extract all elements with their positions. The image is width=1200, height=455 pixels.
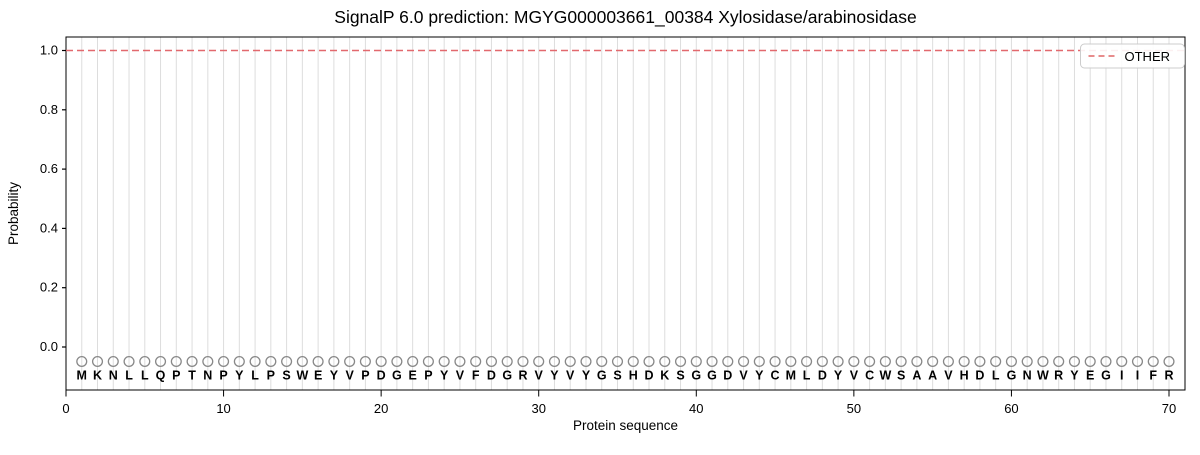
svg-text:0.2: 0.2 [40,280,58,295]
svg-text:V: V [944,369,953,383]
svg-text:OTHER: OTHER [1125,49,1171,64]
svg-text:30: 30 [531,401,545,416]
svg-text:P: P [424,369,432,383]
svg-text:Q: Q [156,369,166,383]
svg-text:N: N [1023,369,1032,383]
svg-text:K: K [660,369,669,383]
svg-text:Y: Y [582,369,591,383]
svg-text:K: K [93,369,102,383]
svg-text:70: 70 [1162,401,1176,416]
svg-text:20: 20 [374,401,388,416]
svg-text:50: 50 [847,401,861,416]
svg-text:D: D [487,369,496,383]
svg-text:F: F [1149,369,1157,383]
svg-text:D: D [644,369,653,383]
svg-text:Y: Y [235,369,244,383]
svg-text:Y: Y [550,369,559,383]
svg-text:D: D [377,369,386,383]
svg-text:F: F [472,369,480,383]
svg-text:M: M [786,369,796,383]
svg-text:R: R [518,369,527,383]
svg-text:R: R [1054,369,1063,383]
svg-text:G: G [1101,369,1111,383]
svg-text:G: G [502,369,512,383]
svg-text:L: L [141,369,149,383]
svg-text:W: W [879,369,891,383]
svg-text:I: I [1120,369,1123,383]
svg-text:V: V [739,369,748,383]
svg-text:N: N [203,369,212,383]
svg-text:0.0: 0.0 [40,339,58,354]
svg-text:G: G [1007,369,1017,383]
svg-text:L: L [992,369,1000,383]
svg-text:G: G [392,369,402,383]
svg-text:I: I [1136,369,1139,383]
svg-text:60: 60 [1004,401,1018,416]
svg-text:L: L [803,369,811,383]
svg-text:N: N [109,369,118,383]
svg-text:L: L [251,369,259,383]
svg-text:D: D [818,369,827,383]
svg-text:1.0: 1.0 [40,43,58,58]
svg-text:V: V [850,369,859,383]
svg-text:E: E [314,369,322,383]
svg-text:V: V [535,369,544,383]
svg-text:S: S [676,369,684,383]
svg-text:G: G [707,369,717,383]
svg-text:T: T [188,369,196,383]
svg-text:S: S [897,369,905,383]
svg-text:Y: Y [1070,369,1079,383]
svg-text:H: H [960,369,969,383]
svg-text:R: R [1164,369,1173,383]
svg-text:Y: Y [440,369,449,383]
svg-text:P: P [361,369,369,383]
svg-text:M: M [77,369,87,383]
svg-text:A: A [912,369,921,383]
svg-text:S: S [282,369,290,383]
svg-text:Y: Y [330,369,339,383]
svg-text:0.6: 0.6 [40,161,58,176]
svg-text:Y: Y [755,369,764,383]
svg-text:P: P [219,369,227,383]
svg-text:SignalP 6.0 prediction: MGYG00: SignalP 6.0 prediction: MGYG000003661_00… [334,7,916,28]
svg-text:V: V [456,369,465,383]
svg-text:C: C [771,369,780,383]
svg-text:G: G [691,369,701,383]
svg-text:V: V [345,369,354,383]
svg-text:V: V [566,369,575,383]
svg-text:Y: Y [834,369,843,383]
svg-text:P: P [172,369,180,383]
svg-text:Probability: Probability [6,182,21,245]
svg-text:0.4: 0.4 [40,220,58,235]
svg-text:P: P [267,369,275,383]
svg-text:A: A [928,369,937,383]
svg-text:10: 10 [216,401,230,416]
svg-text:S: S [613,369,621,383]
svg-text:0.8: 0.8 [40,102,58,117]
svg-text:0: 0 [62,401,69,416]
svg-text:D: D [975,369,984,383]
svg-text:E: E [408,369,416,383]
svg-text:40: 40 [689,401,703,416]
svg-text:W: W [1037,369,1049,383]
svg-text:W: W [296,369,308,383]
svg-text:C: C [865,369,874,383]
svg-text:Protein sequence: Protein sequence [573,418,678,433]
svg-text:G: G [597,369,607,383]
svg-text:E: E [1086,369,1094,383]
svg-text:L: L [125,369,133,383]
svg-text:D: D [723,369,732,383]
svg-text:H: H [629,369,638,383]
